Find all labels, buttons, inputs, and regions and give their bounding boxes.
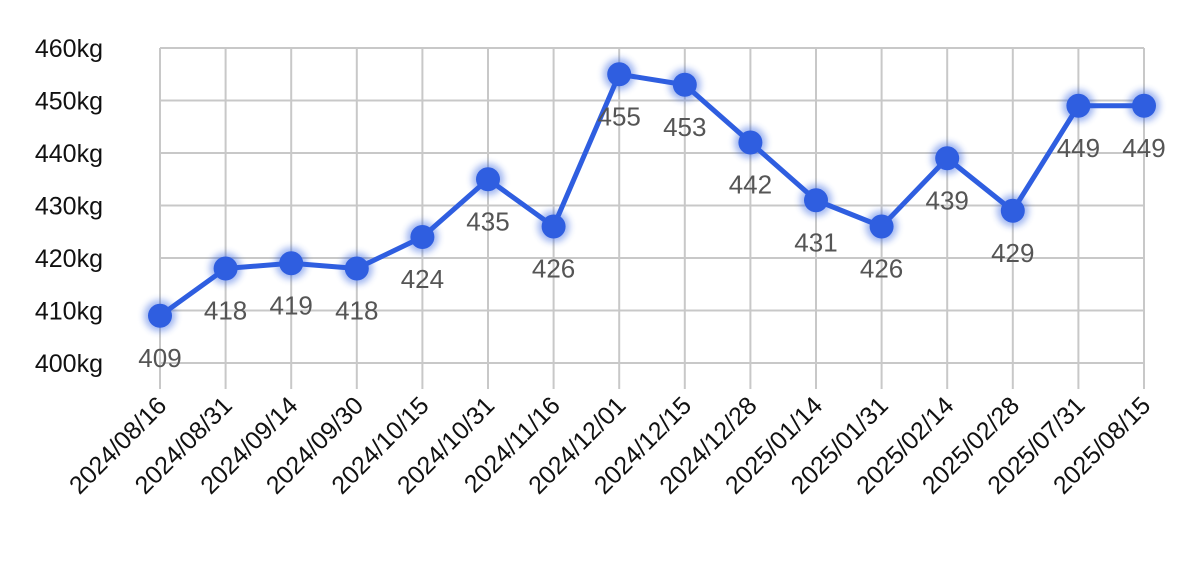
y-tick-label: 460kg xyxy=(35,35,103,63)
data-point xyxy=(935,146,960,171)
data-point xyxy=(213,256,238,281)
data-label: 429 xyxy=(991,238,1034,268)
series-line xyxy=(157,71,1147,319)
grid-lines xyxy=(159,47,1145,389)
data-point xyxy=(1132,93,1156,118)
y-axis: 400kg 410kg 420kg 430kg 440kg 450kg 460kg xyxy=(35,35,103,378)
data-label: 424 xyxy=(401,264,444,294)
data-point xyxy=(738,130,763,155)
data-label: 442 xyxy=(729,170,772,200)
data-point xyxy=(344,256,369,281)
data-label: 455 xyxy=(598,101,641,131)
data-label: 418 xyxy=(335,296,378,326)
data-label: 449 xyxy=(1057,133,1100,163)
data-label: 431 xyxy=(794,227,837,257)
y-tick-label: 440kg xyxy=(35,140,103,168)
data-series xyxy=(144,58,1160,332)
y-tick-label: 410kg xyxy=(35,298,103,326)
data-label: 426 xyxy=(532,254,575,284)
data-label: 419 xyxy=(270,290,313,320)
x-axis: 2024/08/162024/08/312024/09/142024/09/30… xyxy=(64,391,1156,499)
y-tick-label: 420kg xyxy=(35,245,103,273)
data-label: 426 xyxy=(860,254,903,284)
data-point xyxy=(672,72,697,97)
data-labels: 409 418 419 418 424 435 426 455 453 442 431 426 439 4… xyxy=(138,101,1165,373)
data-point xyxy=(476,167,500,192)
data-label: 418 xyxy=(204,296,247,326)
data-label: 439 xyxy=(926,185,969,215)
data-point xyxy=(541,214,566,239)
data-point xyxy=(1066,93,1091,118)
data-label: 453 xyxy=(663,112,706,142)
data-point xyxy=(410,225,435,249)
y-tick-label: 400kg xyxy=(35,350,103,378)
data-point xyxy=(869,214,894,239)
data-label: 449 xyxy=(1122,133,1165,163)
data-point xyxy=(148,303,172,328)
y-tick-label: 430kg xyxy=(35,193,103,221)
data-point xyxy=(1000,198,1025,223)
y-tick-label: 450kg xyxy=(35,88,103,116)
data-point xyxy=(279,251,304,276)
data-point xyxy=(607,62,632,87)
data-label: 409 xyxy=(138,343,181,373)
data-point xyxy=(804,188,828,213)
data-label: 435 xyxy=(466,206,509,236)
